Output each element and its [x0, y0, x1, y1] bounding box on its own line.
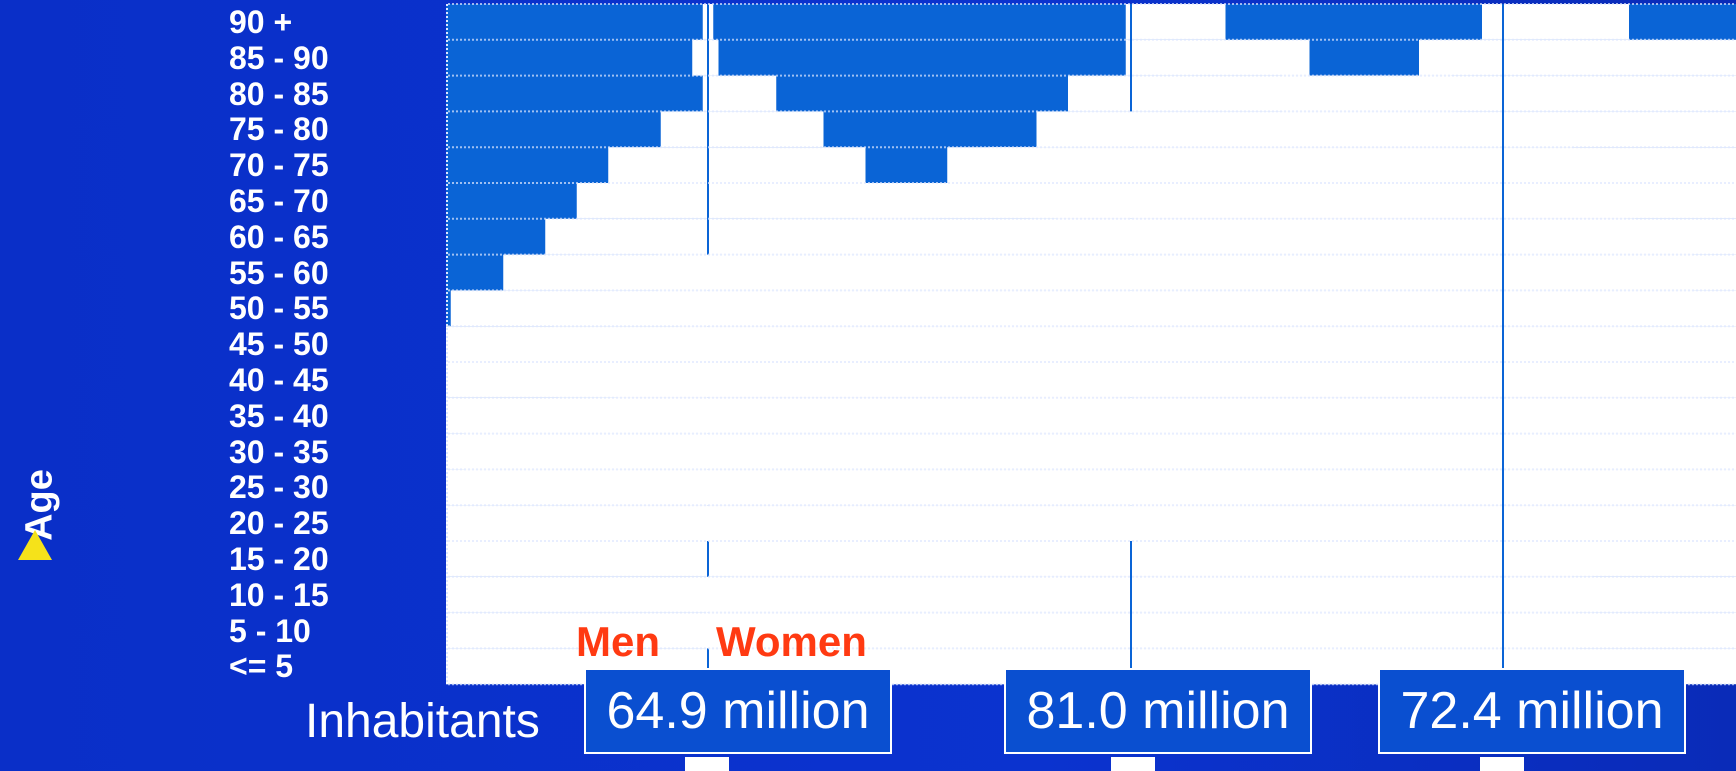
men-bar [732, 541, 1131, 577]
men-bar [576, 183, 708, 219]
men-bar [1125, 4, 1131, 40]
age-group-label: 60 - 65 [229, 218, 329, 255]
women-bar [1503, 218, 1736, 255]
men-bar [1083, 111, 1503, 148]
men-bar [446, 576, 708, 613]
age-group-label: 40 - 45 [229, 362, 329, 398]
men-bar [464, 433, 1131, 470]
connector-3 [1480, 757, 1524, 771]
men-bar [983, 254, 1503, 291]
women-bar [708, 111, 824, 148]
women-bar [1503, 4, 1629, 40]
women-bar [1503, 39, 1736, 76]
men-bar [978, 326, 1503, 362]
men-bar [1072, 433, 1503, 470]
women-bar [708, 75, 777, 112]
men-bar [1219, 612, 1503, 649]
women-bar [1131, 4, 1226, 40]
legend-women: Women [716, 618, 867, 665]
age-group-label: 20 - 25 [229, 505, 329, 542]
age-arrow-icon [18, 530, 52, 560]
connector-2 [1111, 757, 1155, 771]
men-bar [1482, 4, 1503, 40]
women-bar [708, 147, 866, 183]
women-bar [1503, 397, 1736, 434]
men-bar [446, 326, 708, 362]
connector-1 [685, 757, 729, 771]
men-bar [545, 218, 708, 255]
women-bar [1503, 505, 1736, 541]
population-total-1: 64.9 million [584, 668, 892, 754]
age-group-label: 25 - 30 [229, 469, 329, 506]
women-bar [1503, 183, 1736, 219]
age-group-label: 35 - 40 [229, 397, 329, 434]
age-group-label: 5 - 10 [229, 612, 311, 649]
women-bar [708, 4, 714, 40]
men-bar [446, 541, 708, 577]
age-group-label: 50 - 55 [229, 290, 329, 327]
age-group-label: 10 - 15 [229, 576, 329, 613]
men-bar [608, 147, 708, 183]
men-bar [446, 612, 708, 649]
population-total-2: 81.0 million [1004, 668, 1312, 754]
men-bar [705, 576, 1131, 613]
women-bar [1503, 433, 1736, 470]
women-bar [1503, 290, 1736, 327]
age-group-label: 65 - 70 [229, 183, 329, 219]
age-group-label: 70 - 75 [229, 147, 329, 184]
legend-men: Men [576, 618, 660, 665]
men-bar [1419, 39, 1503, 76]
men-bar [446, 469, 1131, 506]
women-bar [1503, 147, 1736, 183]
women-bar [1503, 469, 1736, 506]
age-group-label: 75 - 80 [229, 111, 329, 148]
age-group-label: 30 - 35 [229, 433, 329, 470]
age-group-label: 45 - 50 [229, 326, 329, 363]
women-bar [1503, 254, 1736, 291]
men-bar [1119, 505, 1503, 541]
men-bar [1083, 469, 1503, 506]
inhabitants-label: Inhabitants [305, 695, 540, 748]
men-bar [705, 612, 1131, 649]
men-bar [1125, 39, 1131, 76]
age-group-label: 90 + [229, 4, 293, 40]
women-bar [1131, 39, 1310, 76]
age-group-label: 80 - 85 [229, 75, 329, 112]
age-group-label: <= 5 [229, 648, 294, 685]
men-bar [941, 290, 1503, 327]
women-bar [1503, 326, 1736, 362]
men-bar [999, 362, 1503, 398]
women-bar [1503, 612, 1736, 649]
men-bar [1068, 75, 1131, 112]
men-bar [660, 111, 708, 148]
men-bar [1030, 218, 1503, 255]
age-group-label: 85 - 90 [229, 39, 329, 76]
men-bar [1030, 397, 1503, 434]
women-bar [708, 39, 719, 76]
population-total-3: 72.4 million [1378, 668, 1686, 754]
age-group-label: 55 - 60 [229, 254, 329, 291]
women-bar [1503, 541, 1736, 577]
women-bar [1503, 576, 1736, 613]
men-bar [988, 147, 1503, 183]
women-bar [1503, 111, 1736, 148]
women-bar [1503, 75, 1736, 112]
men-bar [1156, 541, 1503, 577]
women-bar [1503, 362, 1736, 398]
men-bar [702, 4, 708, 40]
age-group-label: 15 - 20 [229, 541, 329, 577]
men-bar [692, 39, 708, 76]
men-bar [574, 505, 1131, 541]
men-bar [1188, 576, 1503, 613]
men-bar [702, 75, 708, 112]
men-bar [1056, 183, 1503, 219]
men-bar [1282, 75, 1503, 112]
